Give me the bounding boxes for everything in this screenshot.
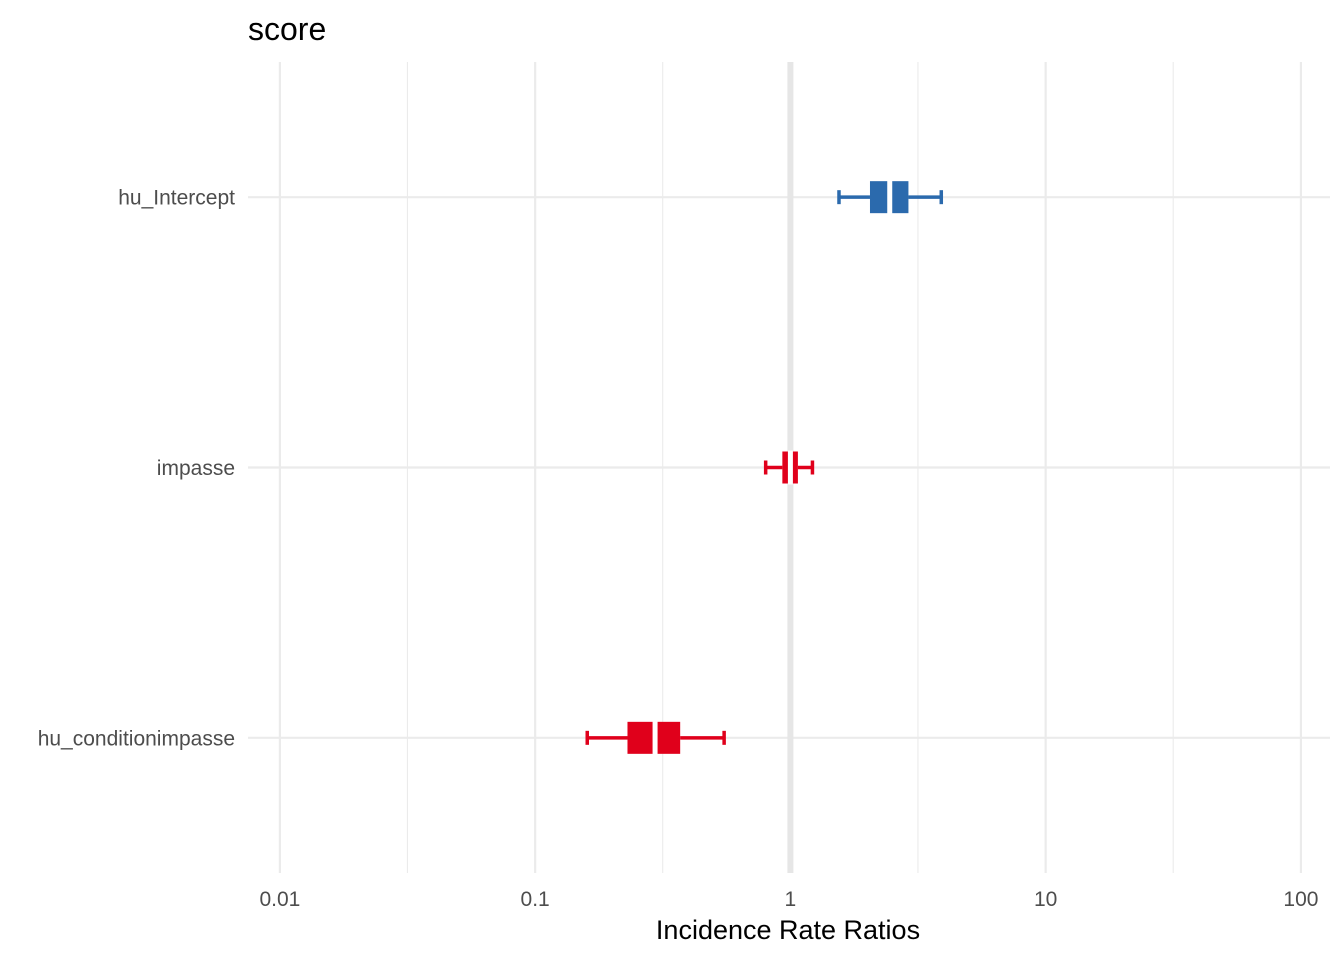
x-tick-label: 0.01 [259,888,300,911]
y-tick-label: hu_conditionimpasse [38,727,235,750]
marks-layer [585,180,944,755]
x-axis-label: Incidence Rate Ratios [656,915,920,945]
x-tick-label: 1 [785,888,797,911]
chart-title: score [248,11,326,47]
y-tick-label: hu_Intercept [118,187,235,210]
x-tick-label: 0.1 [521,888,550,911]
term-interval-hu_conditionimpasse [585,720,726,755]
y-tick-label: impasse [157,457,235,480]
term-interval-hu_Intercept [837,180,944,215]
term-interval-impasse [763,450,815,485]
x-tick-label: 10 [1034,888,1057,911]
x-tick-label: 100 [1283,888,1318,911]
